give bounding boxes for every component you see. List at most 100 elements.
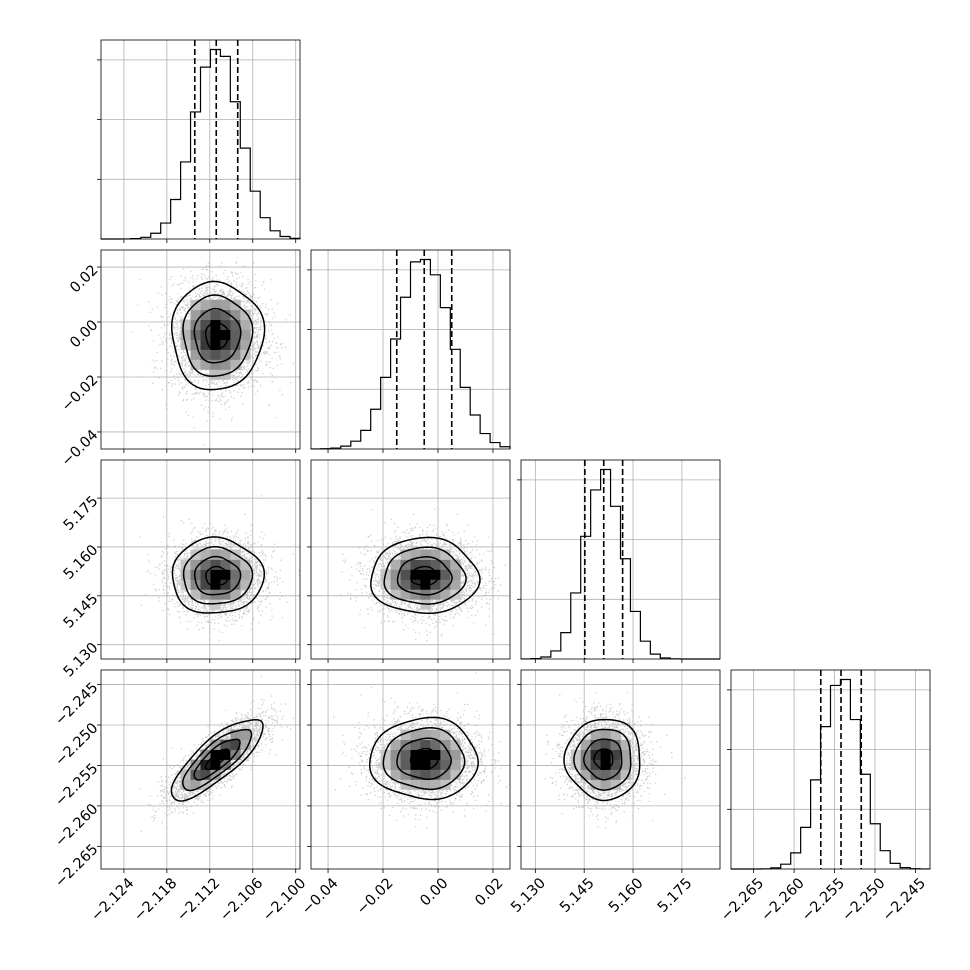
density-cell bbox=[590, 779, 601, 790]
density-cell bbox=[220, 589, 231, 600]
y-tick-label: −2.250 bbox=[52, 720, 101, 769]
panel-frame bbox=[100, 249, 301, 450]
density-cell bbox=[220, 569, 231, 580]
density-cell bbox=[190, 329, 201, 340]
density-cell bbox=[450, 739, 461, 750]
density-cell bbox=[200, 589, 211, 600]
panel-content bbox=[311, 670, 510, 869]
density-cell bbox=[190, 349, 201, 360]
contour-line bbox=[182, 294, 254, 377]
density-cell bbox=[420, 559, 431, 570]
y-tick-label: 5.130 bbox=[61, 640, 102, 681]
density-cell bbox=[230, 349, 241, 360]
density-cell bbox=[390, 559, 401, 570]
y-tick-label: −0.04 bbox=[59, 427, 102, 470]
density-cell bbox=[240, 739, 251, 750]
density-cell bbox=[420, 739, 431, 750]
contour-line bbox=[205, 565, 230, 587]
density-cell bbox=[400, 589, 411, 600]
density-cell bbox=[200, 299, 211, 311]
contour-line bbox=[382, 727, 466, 791]
y-tick-label: −2.265 bbox=[52, 842, 101, 891]
density-cell bbox=[600, 759, 611, 770]
contour-line bbox=[396, 737, 452, 780]
density-cell bbox=[210, 329, 221, 340]
contour-line bbox=[593, 748, 614, 771]
contour-line bbox=[182, 546, 254, 605]
density-cell bbox=[210, 559, 221, 570]
density-cell bbox=[610, 779, 621, 790]
panel-content bbox=[311, 460, 510, 659]
density-cell bbox=[230, 739, 241, 750]
density-cell bbox=[440, 589, 451, 600]
contour-line bbox=[563, 718, 641, 802]
density-cell bbox=[420, 779, 431, 790]
density-cell bbox=[400, 579, 411, 590]
density-cell bbox=[600, 769, 611, 780]
density-cell bbox=[390, 589, 401, 600]
density-cell bbox=[570, 759, 582, 770]
density-cell bbox=[210, 769, 221, 780]
contour-line bbox=[193, 555, 242, 596]
density-cell bbox=[200, 749, 211, 760]
density-cell bbox=[210, 569, 221, 580]
x-tick-label: −2.250 bbox=[839, 875, 888, 924]
x-tick-label: −2.100 bbox=[260, 875, 309, 924]
density-cell bbox=[620, 759, 631, 770]
density-cell bbox=[390, 749, 401, 760]
y-tick-label: −2.245 bbox=[52, 680, 101, 729]
density-cell bbox=[420, 579, 431, 590]
histogram-step bbox=[100, 48, 301, 240]
density-cell bbox=[440, 769, 451, 780]
density-cell bbox=[220, 549, 231, 560]
scatter-panel-4-1 bbox=[97, 669, 301, 873]
density-cell bbox=[400, 729, 411, 741]
density-cell bbox=[600, 739, 611, 750]
density-cell bbox=[420, 769, 431, 780]
density-cell bbox=[440, 579, 451, 590]
y-tick-label: −2.255 bbox=[52, 761, 101, 810]
density-cell bbox=[620, 769, 631, 780]
density-cell bbox=[230, 579, 241, 590]
contour-line bbox=[171, 536, 266, 614]
density-cell bbox=[400, 569, 411, 580]
y-tick-label: 0.00 bbox=[67, 317, 101, 351]
contour-line bbox=[370, 536, 481, 615]
density-cell bbox=[210, 349, 221, 360]
density-cell bbox=[580, 769, 592, 780]
density-cell bbox=[450, 579, 461, 590]
density-cell bbox=[440, 549, 451, 560]
density-cell bbox=[600, 729, 611, 741]
scatter-panel-3-2 bbox=[307, 459, 511, 663]
x-tick-label: −2.106 bbox=[217, 875, 266, 924]
panel-content bbox=[521, 670, 720, 869]
density-cell bbox=[240, 339, 251, 350]
density-cell bbox=[590, 769, 601, 780]
panel-frame bbox=[730, 669, 931, 870]
x-tick-label: −0.02 bbox=[354, 875, 397, 918]
density-cell bbox=[440, 559, 451, 570]
density-cell bbox=[230, 339, 241, 350]
x-tick-label: −2.124 bbox=[88, 875, 137, 924]
density-cell bbox=[190, 339, 201, 350]
density-cell bbox=[410, 759, 421, 770]
density-cell bbox=[200, 769, 211, 780]
density-cell bbox=[450, 559, 461, 570]
scatter-panel-4-2 bbox=[307, 669, 511, 873]
density-cell bbox=[420, 729, 431, 741]
contour-line bbox=[396, 556, 453, 596]
density-cell bbox=[200, 309, 211, 321]
density-cell bbox=[240, 569, 251, 580]
density-cell bbox=[230, 329, 241, 340]
scatter-points bbox=[139, 495, 300, 642]
x-tick-label: −2.118 bbox=[131, 875, 180, 924]
density-cell bbox=[220, 329, 231, 340]
contour-line bbox=[368, 716, 479, 801]
density-cell bbox=[410, 769, 421, 780]
density-cell bbox=[600, 749, 611, 760]
density-cell bbox=[400, 749, 411, 760]
panel-frame bbox=[520, 669, 721, 870]
density-cell bbox=[200, 359, 211, 370]
density-cell bbox=[230, 319, 241, 330]
density-cell bbox=[210, 359, 221, 370]
